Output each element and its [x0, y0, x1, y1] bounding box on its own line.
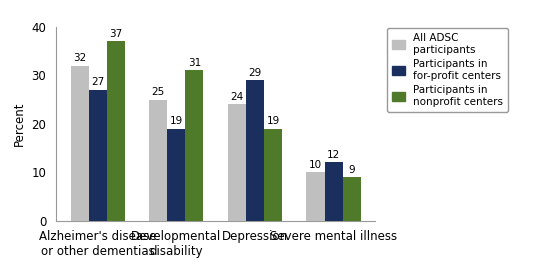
Text: 19: 19	[170, 116, 183, 126]
Bar	[88, 90, 107, 221]
Text: 27: 27	[91, 77, 104, 87]
Bar	[185, 70, 203, 221]
Bar	[246, 80, 264, 221]
Text: 32: 32	[73, 53, 86, 63]
Bar	[149, 100, 167, 221]
Bar	[167, 129, 185, 221]
Text: 31: 31	[188, 58, 201, 68]
Text: 24: 24	[230, 92, 244, 102]
Bar	[228, 104, 246, 221]
Text: 10: 10	[309, 160, 322, 170]
Legend: All ADSC
participants, Participants in
for-profit centers, Participants in
nonpr: All ADSC participants, Participants in f…	[387, 28, 508, 112]
Bar	[343, 177, 361, 221]
Bar	[324, 162, 343, 221]
Text: 9: 9	[348, 165, 355, 175]
Text: 25: 25	[152, 87, 165, 97]
Bar	[264, 129, 282, 221]
Bar	[306, 172, 324, 221]
Text: 37: 37	[109, 29, 122, 39]
Y-axis label: Percent: Percent	[13, 101, 26, 146]
Text: 12: 12	[327, 150, 340, 160]
Bar	[107, 41, 125, 221]
Text: 19: 19	[267, 116, 279, 126]
Text: 29: 29	[248, 68, 262, 78]
Bar	[71, 66, 88, 221]
